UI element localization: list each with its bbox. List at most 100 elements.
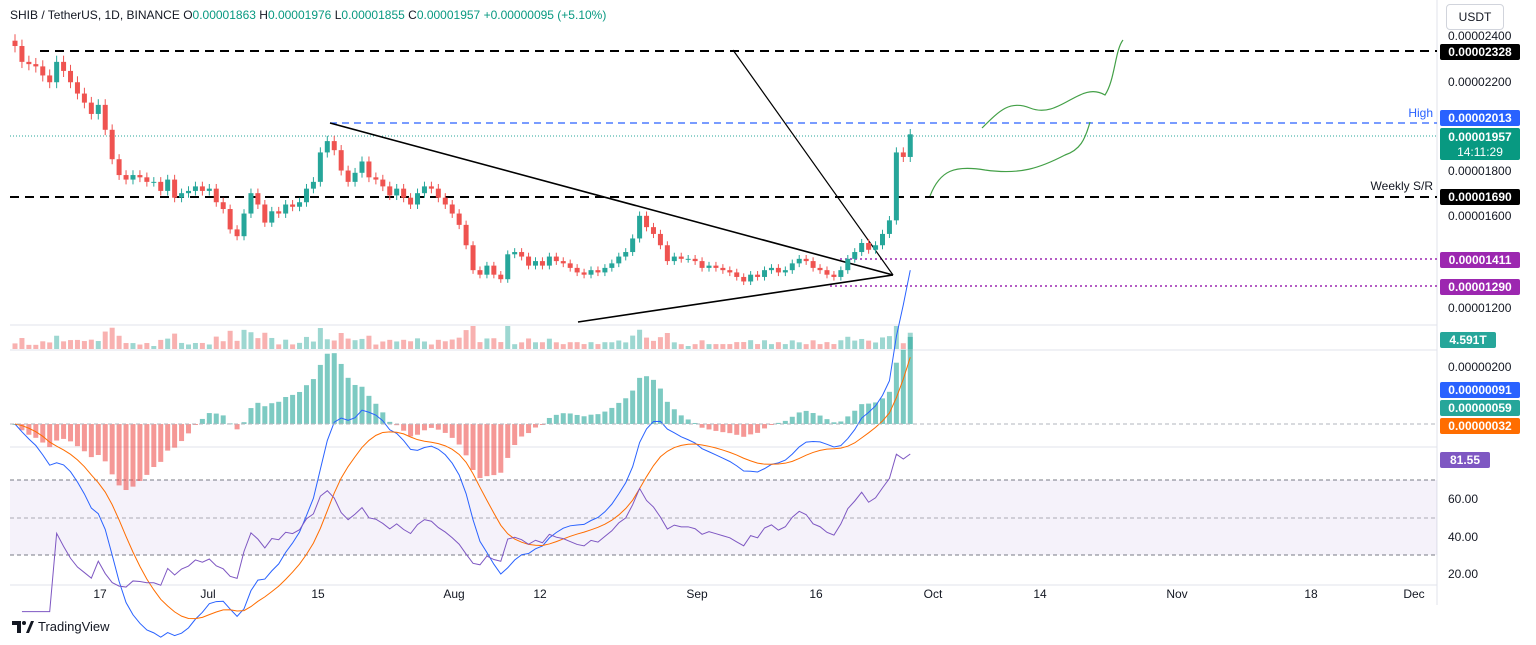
volume-bar <box>74 339 80 349</box>
candle-body <box>262 204 268 223</box>
volume-bar <box>26 344 32 349</box>
candle-body <box>401 188 407 198</box>
candle-body <box>706 265 712 268</box>
candle-body <box>88 102 94 114</box>
macd-histogram-bar <box>886 391 892 424</box>
macd-value-tag <box>1440 382 1520 398</box>
candle-body <box>477 270 483 275</box>
macd-histogram-bar <box>498 424 504 473</box>
volume-bar <box>616 340 622 349</box>
currency-button[interactable]: USDT <box>1446 4 1504 30</box>
macd-histogram-bar <box>831 422 837 424</box>
macd-histogram-bar <box>491 424 497 476</box>
macd-histogram-bar <box>630 390 636 424</box>
candle-body <box>54 61 60 83</box>
tradingview-logo[interactable]: TradingView <box>12 619 110 634</box>
time-tick: 14 <box>1033 587 1047 601</box>
macd-histogram-bar <box>852 410 858 424</box>
volume-bar <box>373 344 379 349</box>
candle-body <box>859 242 865 253</box>
triangle-lower-trendline[interactable] <box>577 274 894 323</box>
volume-bar <box>456 337 462 349</box>
rsi-value-tag <box>1440 452 1490 468</box>
candle-body <box>824 270 830 275</box>
time-tick: Oct <box>924 587 943 601</box>
breakout-trendline[interactable] <box>732 49 894 276</box>
volume-bar <box>505 326 511 349</box>
symbol-title[interactable]: SHIB / TetherUS, 1D, BINANCE <box>10 8 180 22</box>
candle-body <box>484 265 490 275</box>
volume-bar <box>852 340 858 349</box>
candle-body <box>595 270 601 273</box>
volume-bar <box>623 342 629 349</box>
macd-histogram-bar <box>366 395 372 424</box>
time-tick: 18 <box>1304 587 1318 601</box>
triangle-upper-trendline[interactable] <box>329 122 894 276</box>
volume-value: 4.591T <box>1449 333 1487 347</box>
macd-histogram-bar <box>151 424 157 468</box>
volume-bar <box>88 339 94 349</box>
volume-bar <box>366 335 372 349</box>
volume-bar <box>186 344 191 349</box>
candle-body <box>762 270 768 277</box>
macd-histogram-bar <box>678 415 684 424</box>
macd-histogram-bar <box>255 402 261 424</box>
candle-body <box>734 272 740 277</box>
candle-body <box>234 229 240 237</box>
level-price-text: 0.00002328 <box>1448 45 1512 59</box>
time-tick: Nov <box>1166 587 1187 601</box>
volume-bar <box>713 344 719 349</box>
macd-histogram-bar <box>352 384 358 424</box>
rsi-tick: 20.00 <box>1448 567 1478 581</box>
candle-body <box>533 261 538 266</box>
volume-bar <box>158 339 164 349</box>
price-tick: 0.00001200 <box>1448 301 1512 315</box>
time-tick: 16 <box>809 587 823 601</box>
candle-body <box>519 252 525 257</box>
macd-histogram-bar <box>102 424 108 462</box>
price-tick: 0.00002400 <box>1448 29 1512 43</box>
projection-path-lower <box>929 121 1091 197</box>
open-label: O <box>183 8 193 22</box>
countdown-text: 14:11:29 <box>1457 145 1503 159</box>
last-price-tag <box>1440 128 1520 160</box>
candle-body <box>609 263 615 268</box>
volume-bar <box>283 339 289 349</box>
volume-bar <box>630 335 636 349</box>
volume-bar <box>81 341 87 349</box>
volume-bar <box>768 344 774 349</box>
macd-histogram-bar <box>317 364 323 424</box>
macd-histogram-bar <box>817 415 823 424</box>
candle-body <box>95 104 101 114</box>
macd-line <box>14 270 911 638</box>
volume-bar <box>838 340 844 349</box>
macd-histogram-bar <box>234 424 240 430</box>
macd-histogram-bar <box>810 413 816 424</box>
volume-bar <box>824 342 830 349</box>
candle-body <box>310 181 316 189</box>
candle-body <box>553 256 559 262</box>
candle-body <box>845 258 851 271</box>
macd-histogram-bar <box>359 386 365 424</box>
volume-bar <box>220 341 226 349</box>
weekly-sr-price-text: 0.00001690 <box>1448 190 1512 204</box>
volume-bar <box>637 329 643 349</box>
macd-histogram-bar <box>741 424 747 437</box>
volume-bar <box>352 340 358 349</box>
macd-histogram-bar <box>567 413 573 424</box>
volume-bar <box>172 333 178 349</box>
candle-body <box>387 186 393 196</box>
macd-histogram-bar <box>116 424 122 486</box>
volume-bar <box>484 338 490 349</box>
macd-histogram-bar <box>144 424 150 475</box>
candle-body <box>505 254 511 280</box>
volume-bar <box>762 340 768 349</box>
macd-histogram-bar <box>484 424 490 477</box>
volume-bar <box>533 342 538 349</box>
candle-body <box>498 274 504 280</box>
volume-bar <box>206 344 212 349</box>
volume-bar <box>213 336 219 349</box>
volume-bar <box>227 330 233 349</box>
candle-body <box>415 193 421 205</box>
